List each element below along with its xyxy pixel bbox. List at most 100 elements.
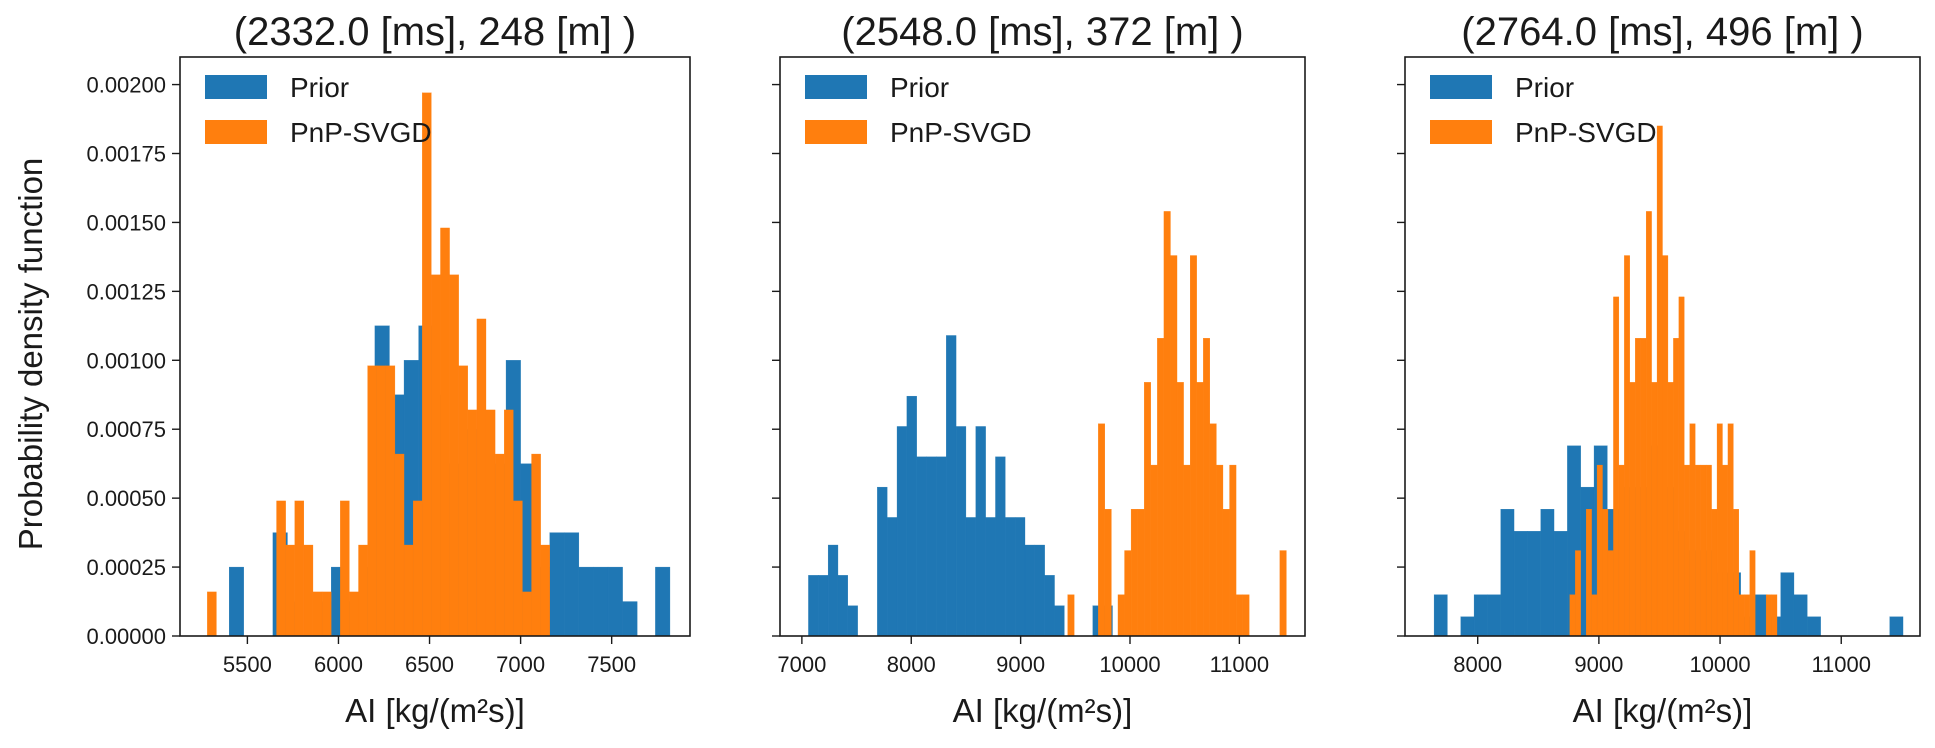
bar-pnp-svgd-16 [1203, 338, 1210, 637]
bar-pnp-svgd-4 [1596, 464, 1603, 637]
bar-pnp-svgd-18 [1216, 464, 1224, 637]
bar-pnp-svgd-12 [1640, 338, 1647, 637]
bar-pnp-svgd-2 [1586, 509, 1592, 637]
bar-prior-3 [837, 575, 848, 637]
bar-prior-20 [1024, 544, 1035, 637]
bar-pnp-svgd-16 [422, 92, 432, 637]
x-tick-label: 9000 [1574, 652, 1623, 677]
bar-pnp-svgd-9 [1157, 338, 1165, 637]
x-tick-label: 6500 [405, 652, 454, 677]
y-tick-label: 0.00150 [86, 210, 166, 235]
bar-pnp-svgd-0 [1067, 594, 1075, 637]
bar-prior-21 [1034, 544, 1045, 637]
bar-prior-16 [985, 517, 996, 637]
legend-swatch-prior [805, 75, 867, 99]
bar-pnp-svgd-2 [285, 544, 295, 637]
bar-prior-1 [818, 575, 829, 637]
bar-pnp-svgd-17 [1667, 382, 1674, 637]
x-axis-label: AI [kg/(m²s)] [345, 692, 525, 729]
bar-prior-5 [877, 486, 888, 637]
bar-pnp-svgd-29 [1733, 509, 1739, 637]
x-tick-label: 10000 [1689, 652, 1750, 677]
bar-prior-24 [622, 601, 638, 637]
bar-prior-20 [564, 532, 580, 637]
bar-pnp-svgd-26 [513, 500, 523, 637]
legend-swatch-pnp-svgd [205, 120, 267, 144]
bar-pnp-svgd-7 [1613, 296, 1620, 637]
bar-pnp-svgd-25 [1711, 509, 1718, 637]
bar-pnp-svgd-3 [1117, 594, 1125, 637]
bar-pnp-svgd-16 [1662, 255, 1669, 637]
legend-swatch-prior [1430, 75, 1492, 99]
y-axis-label: Probability density function [12, 158, 49, 551]
axes-frame [779, 56, 1306, 637]
legend-label-pnp-svgd: PnP-SVGD [290, 117, 432, 148]
bar-pnp-svgd-29 [540, 544, 550, 637]
bar-pnp-svgd-24 [494, 453, 505, 637]
legend-label-pnp-svgd: PnP-SVGD [1515, 117, 1657, 148]
bar-prior-12 [946, 335, 957, 637]
bar-pnp-svgd-11 [1635, 338, 1641, 637]
x-tick-label: 9000 [996, 652, 1045, 677]
bar-prior-2 [827, 544, 839, 637]
bar-prior-0 [1433, 594, 1448, 637]
bar-pnp-svgd-5 [312, 591, 323, 637]
bar-pnp-svgd-31 [1744, 594, 1750, 637]
x-tick-label: 8000 [1453, 652, 1502, 677]
x-tick-label: 5500 [223, 652, 272, 677]
x-tick-label: 6000 [314, 652, 363, 677]
bar-pnp-svgd-22 [1242, 594, 1250, 637]
y-tick-label: 0.00025 [86, 555, 166, 580]
bar-pnp-svgd-25 [504, 409, 514, 637]
bar-prior-4 [1500, 509, 1515, 637]
bar-pnp-svgd-27 [522, 591, 532, 637]
series-pnp-svgd [1569, 125, 1778, 637]
bar-pnp-svgd-19 [449, 274, 459, 637]
bar-pnp-svgd-28 [1727, 423, 1734, 637]
x-tick-label: 8000 [887, 652, 936, 677]
panel-title: (2548.0 [ms], 372 [m] ) [841, 10, 1243, 54]
x-tick-label: 7500 [587, 652, 636, 677]
legend-label-pnp-svgd: PnP-SVGD [890, 117, 1032, 148]
bar-pnp-svgd-8 [1618, 464, 1625, 637]
bar-prior-0 [229, 566, 244, 637]
bar-pnp-svgd-2 [1104, 509, 1112, 637]
bar-pnp-svgd-21 [1235, 594, 1243, 637]
bar-pnp-svgd-10 [367, 365, 377, 637]
x-tick-label: 7000 [777, 652, 826, 677]
y-tick-label: 0.00175 [86, 142, 166, 167]
bar-pnp-svgd-22 [1695, 464, 1701, 637]
bar-pnp-svgd-14 [1190, 255, 1197, 637]
bar-prior-6 [1527, 531, 1541, 637]
bar-pnp-svgd-21 [467, 409, 478, 637]
bar-pnp-svgd-21 [1689, 423, 1696, 637]
axes-frame [179, 56, 691, 637]
bar-prior-25 [655, 566, 671, 637]
histogram-panel-1: 0.00000 0.00025 0.00050 0.00075 0.00100 0.001… [86, 10, 691, 729]
bar-pnp-svgd-19 [1678, 296, 1685, 637]
bar-pnp-svgd-6 [1137, 509, 1145, 637]
bar-pnp-svgd-15 [412, 500, 423, 637]
bar-pnp-svgd-23 [1700, 464, 1707, 637]
bar-prior-7 [896, 426, 908, 637]
bar-prior-9 [916, 456, 927, 637]
axes-frame [1404, 56, 1921, 637]
bar-pnp-svgd-15 [1196, 382, 1204, 637]
bar-prior-19 [1015, 517, 1026, 637]
bar-prior-10 [926, 456, 937, 637]
bar-prior-0 [808, 575, 819, 637]
bar-pnp-svgd-8 [1150, 464, 1158, 637]
bar-prior-8 [1553, 531, 1568, 637]
bar-prior-23 [1753, 594, 1768, 637]
bar-pnp-svgd-1 [1098, 423, 1105, 637]
legend-label-prior: Prior [1515, 72, 1574, 103]
bar-prior-27 [1807, 616, 1821, 637]
series-pnp-svgd [207, 92, 550, 637]
bar-prior-6 [887, 517, 898, 637]
legend-swatch-pnp-svgd [805, 120, 867, 144]
bar-prior-3 [1487, 594, 1501, 637]
bar-pnp-svgd-13 [1645, 211, 1652, 637]
bar-pnp-svgd-0 [207, 591, 217, 637]
bar-pnp-svgd-1 [1575, 550, 1581, 637]
